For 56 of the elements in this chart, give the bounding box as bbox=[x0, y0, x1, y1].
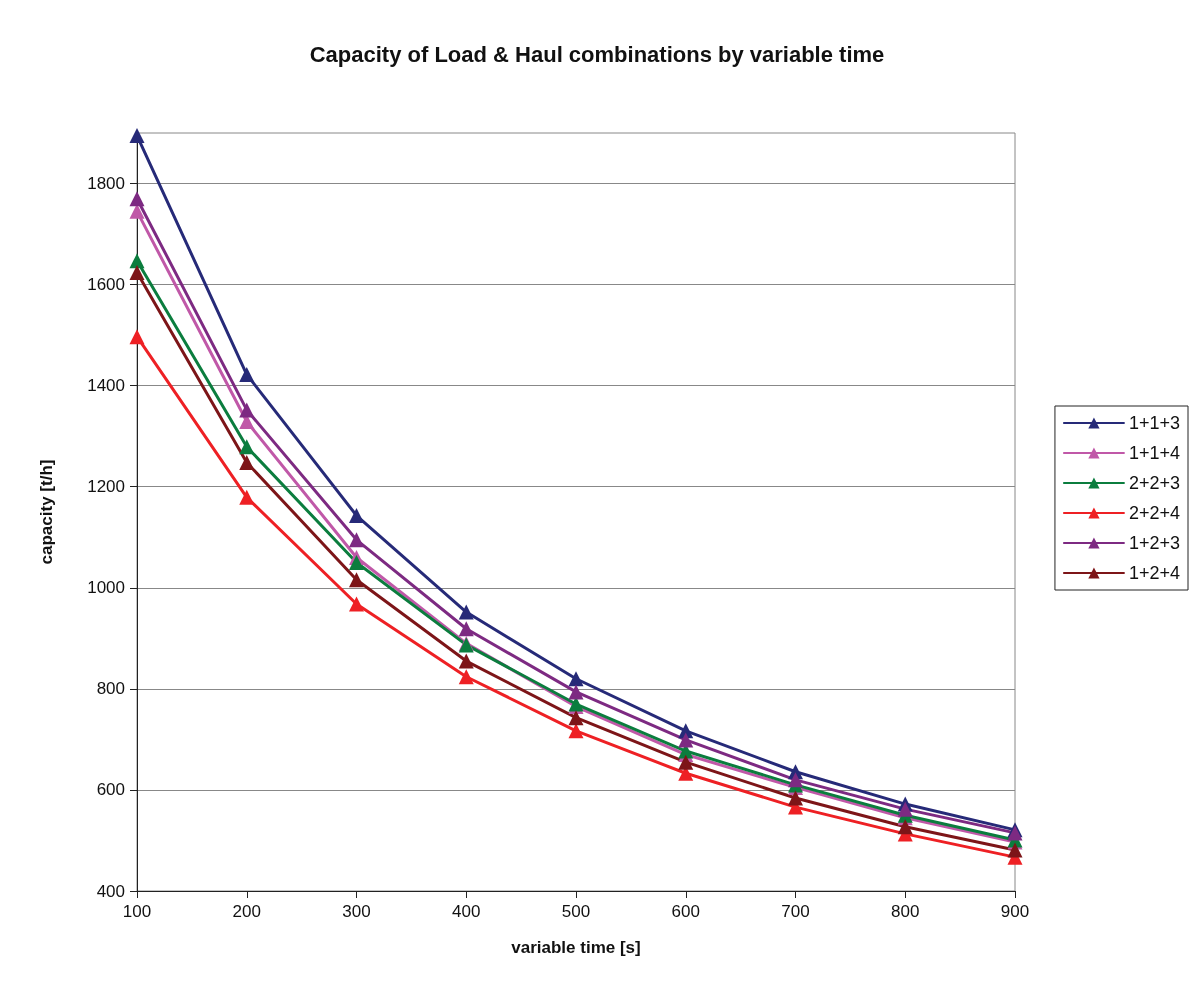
y-axis-title: capacity [t/h] bbox=[37, 459, 56, 565]
x-tick-label: 500 bbox=[561, 902, 591, 921]
point bbox=[129, 253, 145, 269]
point bbox=[678, 754, 694, 770]
x-tick-label: 100 bbox=[122, 902, 152, 921]
y-tick-label: 1600 bbox=[87, 275, 125, 295]
x-tick-label: 400 bbox=[452, 902, 481, 921]
x-tick-label: 300 bbox=[342, 902, 371, 921]
point bbox=[239, 454, 255, 470]
point bbox=[458, 604, 474, 620]
y-tick-label: 800 bbox=[96, 679, 125, 699]
point bbox=[239, 402, 255, 418]
point bbox=[129, 128, 145, 144]
point bbox=[458, 653, 474, 669]
legend-label: 2+2+3 bbox=[1128, 473, 1181, 493]
point bbox=[129, 264, 145, 280]
point bbox=[239, 367, 255, 383]
y-tick-label: 1000 bbox=[87, 578, 125, 598]
point bbox=[129, 191, 145, 207]
point bbox=[678, 732, 694, 748]
point bbox=[349, 532, 364, 548]
legend-label: 1+2+3 bbox=[1128, 533, 1181, 553]
point bbox=[239, 489, 255, 505]
x-tick-label: 200 bbox=[232, 902, 261, 921]
point bbox=[897, 819, 913, 835]
x-axis-title: variable time [s] bbox=[511, 938, 641, 957]
legend-label: 1+1+4 bbox=[1128, 443, 1181, 463]
x-tick-label: 700 bbox=[781, 902, 810, 921]
y-tick-label: 1800 bbox=[87, 174, 125, 194]
point bbox=[897, 801, 913, 817]
point bbox=[1007, 842, 1023, 858]
point bbox=[568, 723, 584, 739]
x-tick-label: 600 bbox=[671, 902, 700, 921]
point bbox=[788, 772, 803, 788]
y-tick-label: 600 bbox=[96, 780, 125, 800]
chart-title: Capacity of Load & Haul combinations by variable time bbox=[309, 41, 885, 67]
point bbox=[349, 555, 364, 571]
point bbox=[129, 329, 145, 345]
point bbox=[568, 684, 584, 700]
x-tick-label: 900 bbox=[1000, 902, 1030, 921]
legend-label: 1+1+3 bbox=[1128, 413, 1181, 433]
point bbox=[239, 439, 255, 455]
point bbox=[349, 508, 364, 524]
y-tick-label: 1200 bbox=[87, 477, 125, 497]
point bbox=[568, 710, 584, 726]
y-tick-label: 1400 bbox=[87, 376, 125, 396]
x-tick-label: 800 bbox=[891, 902, 920, 921]
point bbox=[349, 572, 364, 588]
legend-label: 2+2+4 bbox=[1128, 503, 1181, 523]
point bbox=[458, 669, 474, 685]
point bbox=[349, 596, 364, 612]
point bbox=[458, 621, 474, 637]
legend-label: 1+2+4 bbox=[1128, 563, 1181, 583]
point bbox=[788, 790, 803, 806]
y-tick-label: 400 bbox=[96, 881, 125, 901]
point bbox=[568, 671, 584, 687]
